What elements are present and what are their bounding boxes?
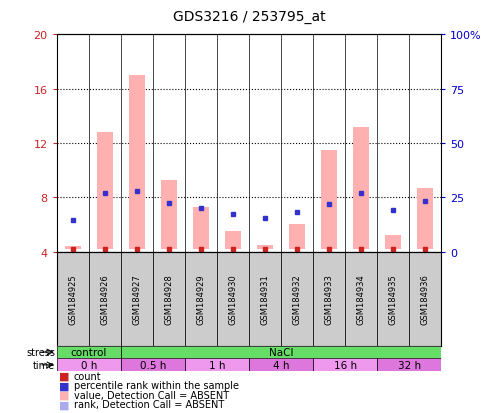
Text: control: control	[70, 347, 107, 357]
Text: GSM184928: GSM184928	[164, 273, 174, 324]
Bar	[65, 247, 81, 249]
Text: GSM184931: GSM184931	[260, 273, 270, 324]
Text: percentile rank within the sample: percentile rank within the sample	[74, 380, 239, 390]
Bar	[89, 252, 121, 346]
Bar	[249, 252, 281, 346]
Text: ■: ■	[59, 390, 70, 400]
Text: value, Detection Call = ABSENT: value, Detection Call = ABSENT	[74, 390, 229, 400]
Bar	[129, 76, 145, 249]
Bar	[249, 358, 313, 371]
Bar	[345, 252, 377, 346]
Bar	[257, 245, 273, 249]
Text: GDS3216 / 253795_at: GDS3216 / 253795_at	[173, 9, 325, 24]
Text: 1 h: 1 h	[209, 360, 225, 370]
Text: time: time	[33, 360, 55, 370]
Bar	[161, 180, 177, 249]
Bar	[121, 252, 153, 346]
Text: GSM184927: GSM184927	[132, 273, 141, 324]
Text: 4 h: 4 h	[273, 360, 289, 370]
Bar	[57, 358, 121, 371]
Bar	[313, 252, 345, 346]
Text: 0.5 h: 0.5 h	[140, 360, 166, 370]
Bar	[57, 346, 121, 358]
Bar	[57, 252, 89, 346]
Text: GSM184926: GSM184926	[100, 273, 109, 324]
Text: 16 h: 16 h	[334, 360, 356, 370]
Text: rank, Detection Call = ABSENT: rank, Detection Call = ABSENT	[74, 399, 224, 409]
Text: ■: ■	[59, 371, 70, 381]
Bar	[225, 232, 241, 249]
Bar	[353, 127, 369, 249]
Text: GSM184936: GSM184936	[421, 273, 430, 324]
Bar	[385, 236, 401, 249]
Bar	[409, 252, 441, 346]
Text: 0 h: 0 h	[80, 360, 97, 370]
Bar	[289, 225, 305, 249]
Text: GSM184925: GSM184925	[68, 274, 77, 324]
Bar	[97, 133, 113, 249]
Text: GSM184934: GSM184934	[356, 273, 366, 324]
Text: stress: stress	[26, 347, 55, 357]
Bar	[185, 252, 217, 346]
Text: GSM184929: GSM184929	[196, 274, 206, 324]
Bar	[321, 150, 337, 249]
Text: GSM184930: GSM184930	[228, 273, 238, 324]
Bar	[121, 358, 185, 371]
Bar	[121, 346, 441, 358]
Bar	[185, 358, 249, 371]
Text: ■: ■	[59, 399, 70, 409]
Text: GSM184932: GSM184932	[292, 273, 302, 324]
Bar	[153, 252, 185, 346]
Bar	[377, 252, 409, 346]
Text: GSM184935: GSM184935	[388, 273, 398, 324]
Bar	[313, 358, 377, 371]
Bar	[281, 252, 313, 346]
Bar	[377, 358, 441, 371]
Text: ■: ■	[59, 380, 70, 390]
Text: NaCl: NaCl	[269, 347, 293, 357]
Text: 32 h: 32 h	[398, 360, 421, 370]
Text: GSM184933: GSM184933	[324, 273, 334, 324]
Text: count: count	[74, 371, 102, 381]
Bar	[217, 252, 249, 346]
Bar	[417, 188, 433, 249]
Bar	[193, 207, 209, 249]
